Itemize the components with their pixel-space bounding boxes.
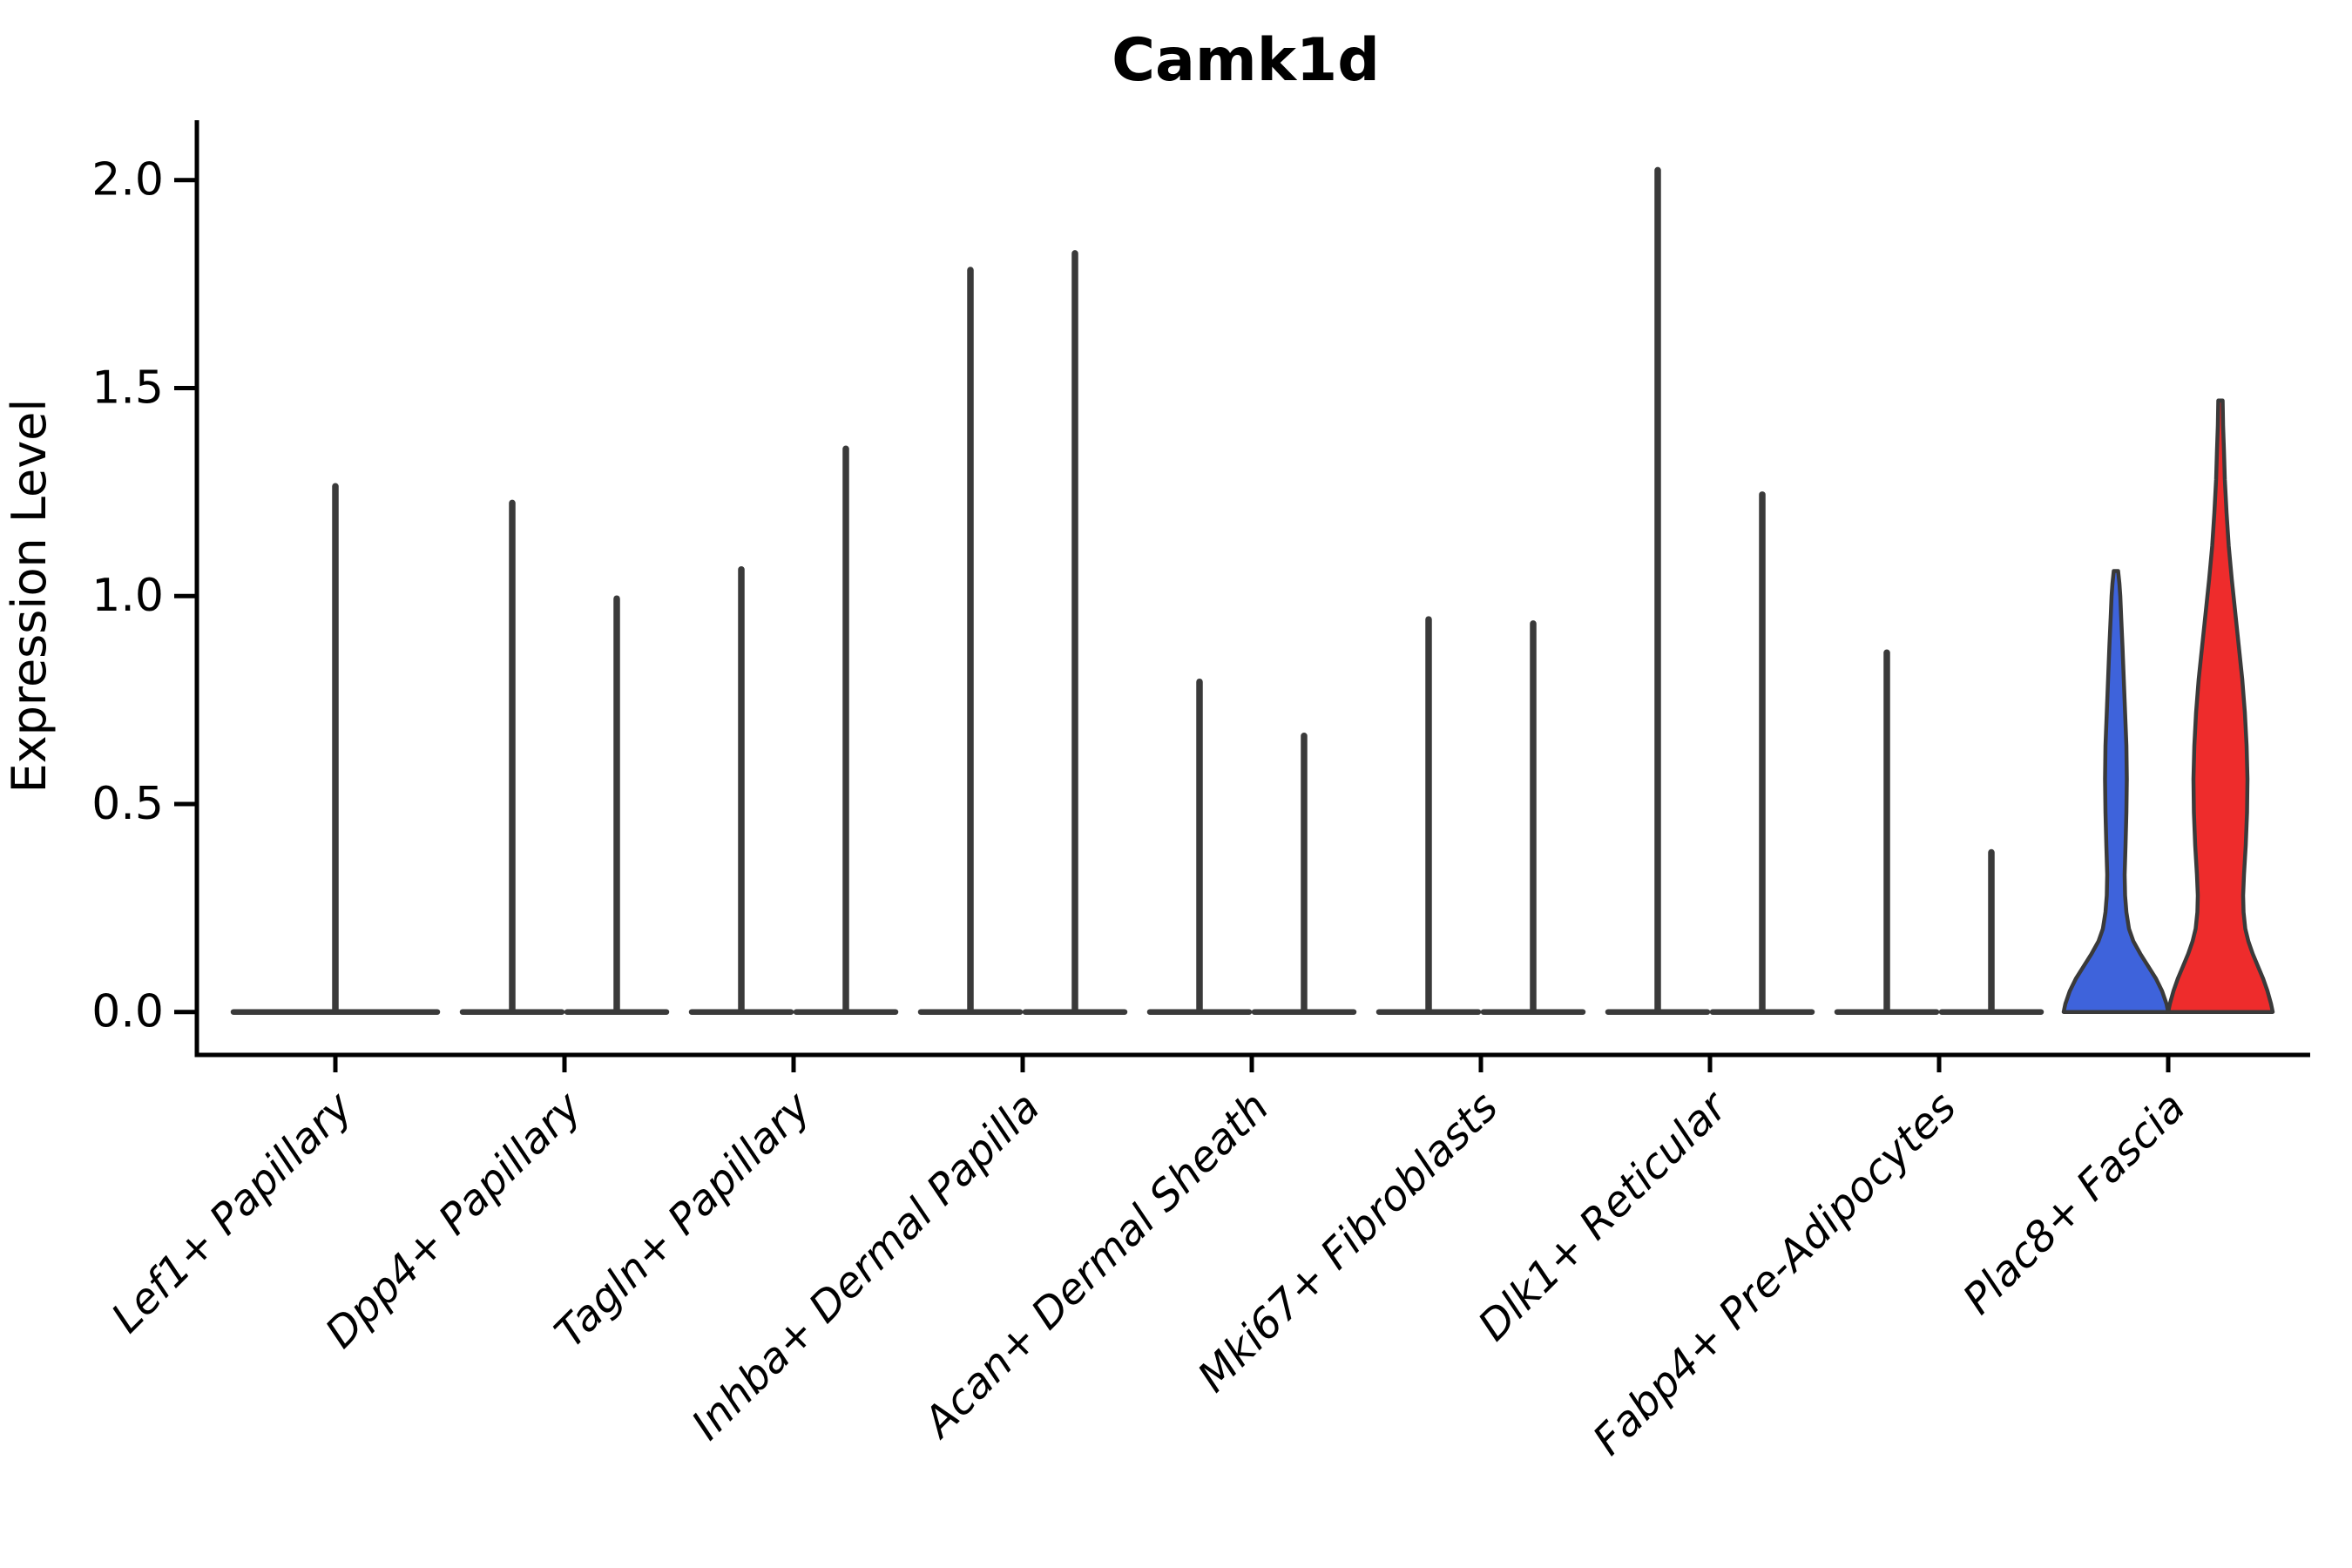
y-tick-label: 1.0: [91, 570, 164, 622]
y-tick-label: 0.5: [91, 778, 164, 830]
violin-layer: [230, 166, 2275, 1015]
y-tick-label: 1.5: [91, 362, 164, 414]
y-axis-label: Expression Level: [2, 399, 57, 794]
y-tick-label: 2.0: [91, 154, 164, 206]
y-axis-ticks: 0.0 0.5 1.0 1.5 2.0: [91, 154, 197, 1038]
violin-filled: [2061, 569, 2171, 1014]
y-tick-label: 0.0: [91, 986, 164, 1038]
chart-title: Camk1d: [1112, 26, 1380, 95]
violin-filled: [2166, 398, 2275, 1014]
